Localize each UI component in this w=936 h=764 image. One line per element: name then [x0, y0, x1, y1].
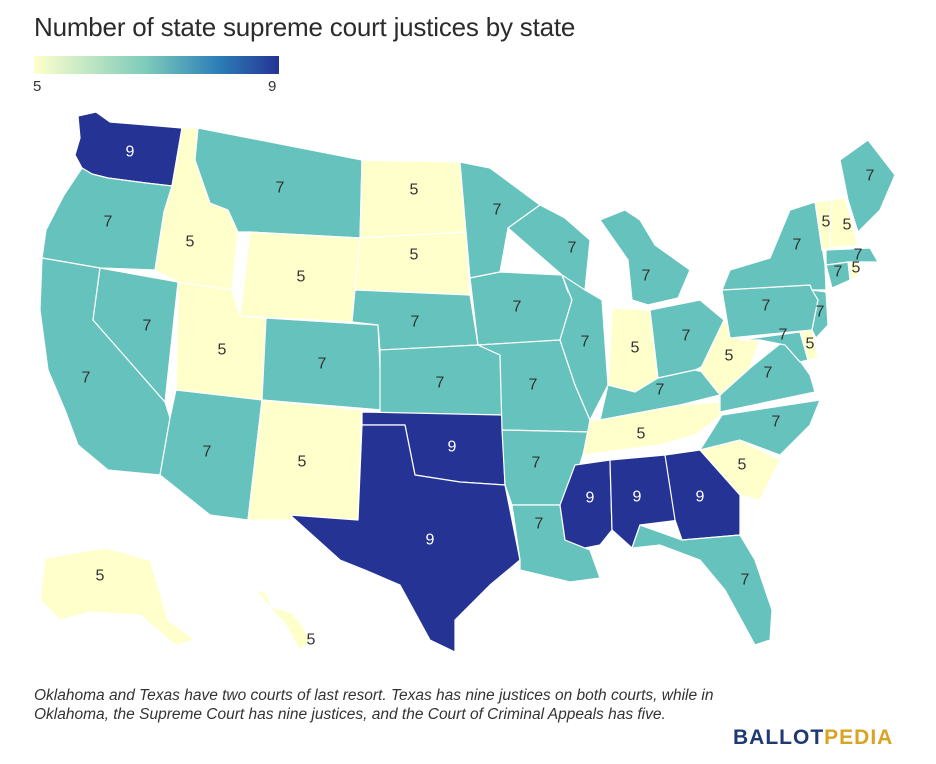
state-label-nv: 7	[143, 318, 152, 335]
state-nc	[699, 399, 821, 456]
state-label-wy: 5	[297, 269, 306, 286]
state-tx	[289, 424, 521, 653]
state-nd	[359, 159, 467, 239]
state-label-al: 9	[633, 489, 642, 506]
state-label-ar: 7	[532, 455, 541, 472]
state-nh	[829, 197, 859, 249]
state-label-id: 5	[186, 234, 195, 251]
state-label-la: 7	[535, 516, 544, 533]
state-label-il: 7	[581, 334, 590, 351]
map-title: Number of state supreme court justices b…	[34, 12, 576, 42]
state-label-wv: 5	[725, 348, 734, 365]
state-nv	[92, 267, 179, 403]
legend-max-label: 9	[268, 78, 277, 95]
state-label-ct: 7	[834, 264, 843, 281]
state-label-fl: 7	[741, 572, 750, 589]
state-label-mt: 7	[276, 180, 285, 197]
state-ny	[721, 201, 827, 291]
state-label-ca: 7	[82, 370, 91, 387]
state-label-nh: 5	[843, 217, 852, 234]
state-mn	[459, 161, 541, 279]
legend-color-bar	[34, 56, 279, 74]
brand-part1: BALLOT	[733, 726, 825, 749]
ballotpedia-logo: BALLOTPEDIA	[733, 726, 893, 750]
state-fl	[631, 524, 773, 646]
state-label-nd: 5	[410, 182, 419, 199]
state-label-az: 7	[203, 444, 212, 461]
state-ma	[825, 247, 879, 266]
state-hi	[254, 589, 311, 651]
state-label-wa: 9	[126, 144, 135, 161]
state-label-ia: 7	[513, 299, 522, 316]
state-label-wi: 7	[568, 240, 577, 257]
state-label-ok: 9	[448, 439, 457, 456]
state-label-in: 5	[631, 340, 640, 357]
state-label-pa: 7	[762, 298, 771, 315]
state-label-nm: 5	[298, 454, 307, 471]
state-label-md: 7	[779, 327, 788, 344]
state-label-co: 7	[318, 356, 327, 373]
legend-min-label: 5	[33, 78, 42, 95]
state-label-ma: 7	[854, 247, 863, 264]
state-label-or: 7	[104, 214, 113, 231]
state-label-ks: 7	[436, 375, 445, 392]
state-label-de: 5	[806, 336, 815, 353]
brand-part2: PEDIA	[824, 726, 894, 749]
state-label-sc: 5	[738, 457, 747, 474]
state-label-ak: 5	[96, 568, 105, 585]
state-sd	[354, 231, 471, 296]
state-label-ne: 7	[411, 314, 420, 331]
state-label-ga: 9	[696, 489, 705, 506]
state-label-ny: 7	[793, 237, 802, 254]
state-label-ri: 5	[852, 260, 861, 277]
state-mi	[599, 209, 691, 306]
state-nj	[811, 289, 829, 339]
state-label-nc: 7	[772, 414, 781, 431]
state-label-mo: 7	[529, 377, 538, 394]
state-label-tn: 5	[637, 426, 646, 443]
state-label-tx: 9	[426, 532, 435, 549]
state-label-sd: 5	[410, 247, 419, 264]
footnote: Oklahoma and Texas have two courts of la…	[34, 687, 714, 723]
state-label-nj: 7	[816, 304, 825, 321]
state-label-va: 7	[764, 365, 773, 382]
state-me	[839, 139, 896, 233]
state-label-ms: 9	[586, 490, 595, 507]
state-label-hi: 5	[307, 632, 316, 649]
state-label-oh: 7	[682, 328, 691, 345]
state-ak	[39, 547, 196, 646]
state-label-ky: 7	[656, 382, 665, 399]
state-label-mn: 7	[493, 202, 502, 219]
state-label-vt: 5	[822, 214, 831, 231]
state-label-me: 7	[866, 168, 875, 185]
state-label-mi: 7	[642, 268, 651, 285]
state-label-ut: 5	[218, 342, 227, 359]
